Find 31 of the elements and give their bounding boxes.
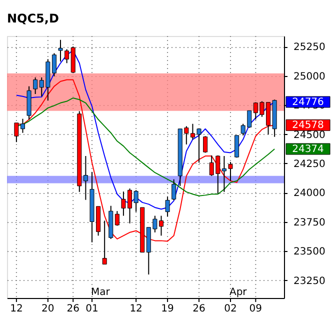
annotation: Mar bbox=[90, 287, 111, 298]
y-tick-label: 25250 bbox=[294, 42, 326, 54]
y-tick-label: 24500 bbox=[294, 130, 326, 141]
data-label: 24374 bbox=[292, 144, 324, 155]
candlestick bbox=[172, 178, 176, 201]
x-tick-label: 02 bbox=[224, 304, 237, 314]
y-tick-label: 24250 bbox=[294, 158, 326, 170]
x-tick-label: 26 bbox=[66, 304, 80, 314]
y-tick-label: 23750 bbox=[294, 217, 326, 228]
candlestick bbox=[114, 210, 120, 226]
candlestick bbox=[203, 136, 208, 154]
y-tick-label: 23500 bbox=[294, 246, 326, 258]
y-tick-label: 23250 bbox=[294, 276, 326, 287]
y-tick-label: 24000 bbox=[294, 188, 326, 200]
x-tick-label: 09 bbox=[249, 304, 262, 314]
candlestick bbox=[33, 76, 38, 95]
x-tick-label: 12 bbox=[130, 304, 142, 314]
x-tick-label: 26 bbox=[192, 304, 206, 314]
chart-title: NQC5,D bbox=[7, 12, 59, 26]
annotation: Apr bbox=[229, 287, 248, 298]
x-tick-label: 20 bbox=[42, 304, 54, 314]
candlestick bbox=[165, 196, 170, 217]
candlestick bbox=[234, 134, 240, 158]
data-label: 24578 bbox=[292, 120, 324, 132]
candlestick bbox=[52, 52, 56, 77]
y-tick-label: 25000 bbox=[294, 71, 326, 82]
x-tick-label: 19 bbox=[161, 304, 174, 314]
x-tick-label: 01 bbox=[86, 304, 98, 314]
data-label: 24776 bbox=[292, 96, 324, 108]
x-tick-label: 12 bbox=[10, 304, 23, 314]
candlestick bbox=[83, 156, 88, 200]
